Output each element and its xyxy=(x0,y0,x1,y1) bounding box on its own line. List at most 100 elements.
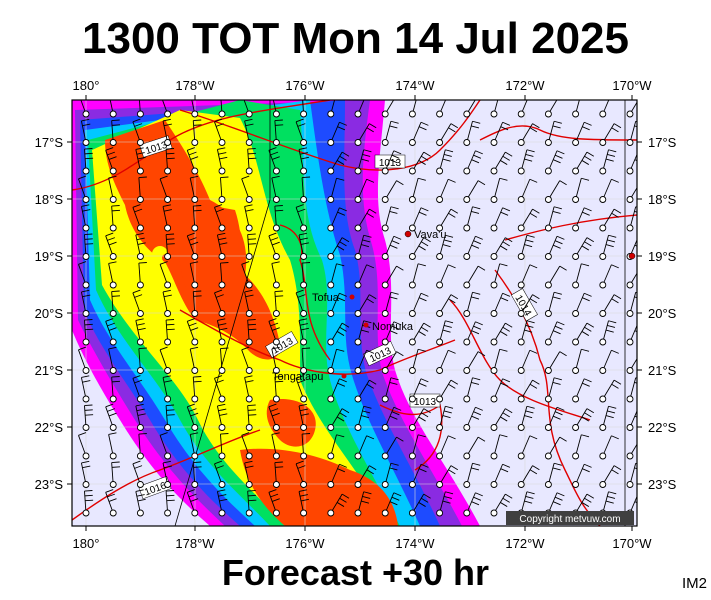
wind-barb xyxy=(517,349,538,374)
wind-barb xyxy=(599,465,622,488)
wind-barb xyxy=(354,349,375,374)
wind-barb xyxy=(162,460,172,488)
wind-barb xyxy=(162,375,172,403)
wind-barb xyxy=(327,237,350,260)
wind-barb xyxy=(626,272,637,289)
wind-barb xyxy=(408,263,426,289)
wind-barb xyxy=(572,322,595,346)
wind-barb xyxy=(80,375,91,403)
lat-label: 23°S xyxy=(35,477,64,492)
wind-barb xyxy=(490,408,513,431)
wind-barb xyxy=(244,204,254,232)
wind-barb xyxy=(381,100,395,118)
wind-barb xyxy=(463,436,486,460)
wind-barb xyxy=(354,208,377,232)
lon-label: 180° xyxy=(73,78,100,93)
wind-barb xyxy=(135,232,146,260)
right-axis-labels: 17°S 18°S 19°S 20°S 21°S 22°S 23°S xyxy=(648,135,677,492)
place-label: Nomuka xyxy=(372,321,414,333)
wind-barb xyxy=(327,151,350,175)
wind-barb xyxy=(300,100,308,118)
wind-barb xyxy=(78,346,90,374)
wind-barb xyxy=(490,292,511,317)
wind-barb xyxy=(162,204,172,232)
wind-barb xyxy=(436,100,447,118)
wind-barb xyxy=(408,100,417,118)
wind-barb xyxy=(544,436,567,460)
wind-barb xyxy=(80,204,91,232)
wind-barb xyxy=(354,149,372,175)
wind-barb xyxy=(572,463,592,488)
wind-barb xyxy=(132,460,144,488)
wind-barb xyxy=(599,435,619,460)
wind-barb xyxy=(80,289,91,317)
wind-barb xyxy=(216,232,228,260)
wind-barb xyxy=(517,405,535,431)
wind-barb xyxy=(214,289,226,317)
wind-barb xyxy=(463,180,486,203)
copyright-text: Copyright metvuw.com xyxy=(519,514,620,525)
wind-barb xyxy=(408,322,431,346)
wind-barb xyxy=(327,434,345,460)
wind-barb xyxy=(408,378,429,403)
lon-label: 178°W xyxy=(175,78,215,93)
wind-barb xyxy=(463,406,483,431)
wind-barb xyxy=(572,121,592,146)
wind-barb xyxy=(490,493,513,517)
wind-barb xyxy=(189,432,199,460)
wind-barb xyxy=(244,289,254,317)
wind-barb xyxy=(80,100,90,118)
wind-barb xyxy=(490,463,511,488)
wind-barb xyxy=(244,375,254,403)
wind-barb xyxy=(216,403,228,431)
wind-barb xyxy=(463,291,481,317)
wind-barb xyxy=(354,435,375,460)
wind-barb xyxy=(626,409,637,431)
wind-barb xyxy=(626,206,637,232)
wind-barb xyxy=(135,147,146,175)
wind-barb xyxy=(544,150,565,175)
wind-barb xyxy=(436,491,454,517)
wind-barb xyxy=(109,119,121,146)
wind-barb xyxy=(490,434,508,460)
wind-barb xyxy=(108,346,117,374)
wind-barb xyxy=(300,176,311,203)
wind-barb xyxy=(327,100,336,118)
wind-barb xyxy=(105,403,117,431)
lat-label: 19°S xyxy=(648,249,677,264)
wind-barb xyxy=(517,320,535,346)
wind-barb xyxy=(327,263,345,289)
wind-barb xyxy=(105,232,117,260)
wind-barb xyxy=(381,291,399,317)
wind-barb xyxy=(517,379,540,403)
place-marker xyxy=(363,322,369,328)
wind-barb xyxy=(105,147,117,175)
wind-barb xyxy=(214,460,226,488)
wind-barb xyxy=(241,432,253,460)
wind-barb xyxy=(189,261,199,289)
wind-barb xyxy=(599,320,617,346)
forecast-label: Forecast +30 hr xyxy=(221,552,490,593)
wind-barb xyxy=(463,120,481,146)
wind-barb xyxy=(245,490,257,517)
wind-barb xyxy=(408,348,426,374)
wind-barb xyxy=(218,176,229,203)
wind-barb xyxy=(436,149,454,175)
wind-barb xyxy=(381,180,404,203)
wind-barb xyxy=(109,290,121,317)
lat-label: 21°S xyxy=(35,363,64,378)
wind-barb xyxy=(268,232,280,260)
wind-barb xyxy=(82,233,94,260)
lon-label: 176°W xyxy=(285,78,325,93)
wind-barb xyxy=(436,178,456,203)
wind-barb xyxy=(186,403,199,431)
wind-barb xyxy=(268,318,280,346)
wind-barb xyxy=(599,379,622,403)
wind-barb xyxy=(108,175,117,203)
wind-barb xyxy=(191,376,202,403)
wind-barb xyxy=(295,460,308,488)
lon-label: 180° xyxy=(73,536,100,551)
wind-barb xyxy=(132,204,144,232)
wind-barb xyxy=(354,379,377,403)
wind-barb xyxy=(626,462,637,488)
